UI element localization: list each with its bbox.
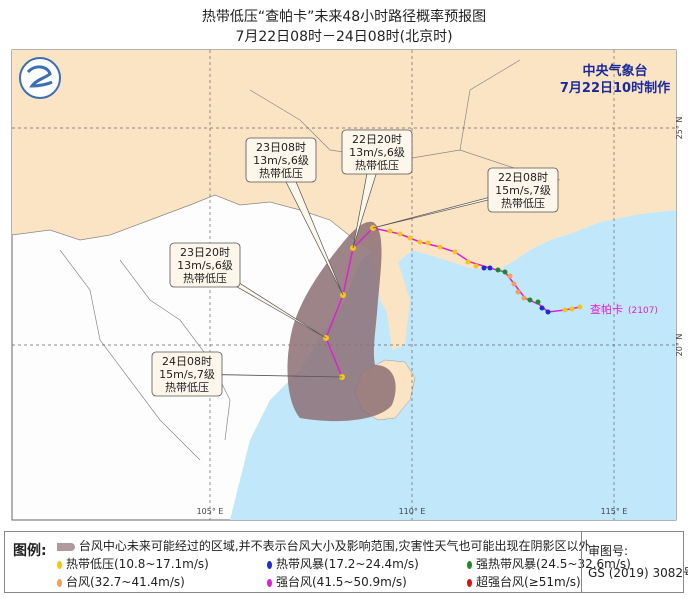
past-position-dot: [577, 304, 583, 310]
past-position-dot: [562, 307, 568, 313]
past-position-dot: [437, 244, 443, 250]
legend-item: 超强台风(≥51m/s): [467, 573, 581, 590]
callout-time: 24日08时: [162, 355, 212, 368]
past-position-dot: [387, 228, 393, 234]
callout-grade: 热带低压: [259, 167, 303, 180]
past-position-dot: [481, 265, 487, 271]
sea: [230, 210, 676, 520]
lat-label: 20° N: [675, 334, 684, 357]
lon-label: 110° E: [399, 507, 426, 516]
land-china: [12, 50, 676, 318]
past-position-dot: [425, 240, 431, 246]
typhoon-code: (2107): [628, 306, 658, 316]
approval-box: 审图号: GS (2019) 3082号: [581, 532, 688, 592]
intensity-dot-icon: [57, 578, 62, 587]
callout-wind: 15m/s,7级: [159, 368, 215, 381]
callout-time: 23日20时: [180, 246, 230, 259]
past-position-dot: [507, 273, 513, 279]
issued-time: 7月22日10时制作: [560, 80, 670, 96]
callout-time: 22日20时: [352, 133, 402, 146]
legend-item-label: 热带低压(10.8~17.1m/s): [66, 557, 209, 571]
map-title: 热带低压“查帕卡”未来48小时路径概率预报图: [201, 9, 487, 25]
legend-item: 强台风(41.5~50.9m/s): [267, 573, 407, 590]
legend-item: 台风(32.7~41.4m/s): [57, 573, 185, 590]
land-leizhou: [380, 262, 410, 350]
legend-item: 热带风暴(17.2~24.4m/s): [267, 555, 419, 572]
past-position-dot: [407, 235, 413, 241]
border-lines: [11, 59, 561, 461]
cone-swatch-icon: [57, 542, 75, 551]
intensity-dot-icon: [267, 560, 272, 569]
past-position-dot: [539, 305, 545, 311]
map-canvas: 22日08时15m/s,7级热带低压22日20时13m/s,6级热带低压23日0…: [11, 49, 684, 521]
legend-item-label: 强热带风暴(24.5~32.6m/s): [476, 557, 631, 571]
past-position-dot: [545, 309, 551, 315]
legend-item: 热带低压(10.8~17.1m/s): [57, 555, 209, 572]
past-position-dot: [452, 249, 458, 255]
legend-label: 图例:: [13, 543, 47, 559]
callout-grade: 热带低压: [355, 159, 399, 172]
legend-item-label: 台风(32.7~41.4m/s): [66, 575, 185, 589]
past-position-dot: [417, 239, 423, 245]
cma-logo: [19, 57, 61, 99]
callout-grade: 热带低压: [165, 381, 209, 394]
lon-label: 115° E: [601, 507, 628, 516]
intensity-dot-icon: [467, 560, 472, 569]
legend-item-label: 超强台风(≥51m/s): [476, 575, 581, 589]
callout-wind: 15m/s,7级: [495, 184, 551, 197]
past-position-dot: [473, 263, 479, 269]
legend: 图例: 台风中心未来可能经过的区域,并不表示台风大小及影响范围,灾害性天气也可能…: [4, 531, 688, 593]
cone-description: 台风中心未来可能经过的区域,并不表示台风大小及影响范围,灾害性天气也可能出现在阴…: [78, 539, 591, 553]
past-position-dot: [465, 259, 471, 265]
past-position-dot: [487, 265, 493, 271]
intensity-dot-icon: [467, 578, 472, 587]
callout-grade: 热带低压: [501, 197, 545, 210]
past-position-dot: [535, 299, 541, 305]
past-position-dot: [527, 297, 533, 303]
callout-wind: 13m/s,6级: [349, 146, 405, 159]
probability-cone: [287, 221, 396, 422]
past-position-dot: [502, 269, 508, 275]
legend-item: 强热带风暴(24.5~32.6m/s): [467, 555, 631, 572]
callout-time: 22日08时: [498, 171, 548, 184]
lon-label: 105° E: [197, 507, 224, 516]
intensity-dot-icon: [267, 578, 272, 587]
approval-label: 审图号:: [588, 544, 629, 558]
typhoon-name: 查帕卡: [590, 302, 623, 316]
callout-wind: 13m/s,6级: [253, 154, 309, 167]
intensity-dot-icon: [57, 560, 62, 569]
past-position-dot: [569, 306, 575, 312]
callout-grade: 热带低压: [183, 272, 227, 285]
past-position-dot: [521, 295, 527, 301]
past-position-dot: [397, 231, 403, 237]
past-position-dot: [495, 267, 501, 273]
callout-time: 23日08时: [256, 141, 306, 154]
callout-wind: 13m/s,6级: [177, 259, 233, 272]
past-position-dot: [511, 281, 517, 287]
lat-label: 25° N: [675, 117, 684, 140]
past-position-dot: [515, 289, 521, 295]
agency-name: 中央气象台: [582, 63, 647, 79]
legend-item-label: 强台风(41.5~50.9m/s): [276, 575, 407, 589]
legend-item-label: 热带风暴(17.2~24.4m/s): [276, 557, 419, 571]
map-subtitle: 7月22日08时－24日08时(北京时): [235, 29, 453, 45]
approval-number: GS (2019) 3082号: [588, 566, 688, 580]
